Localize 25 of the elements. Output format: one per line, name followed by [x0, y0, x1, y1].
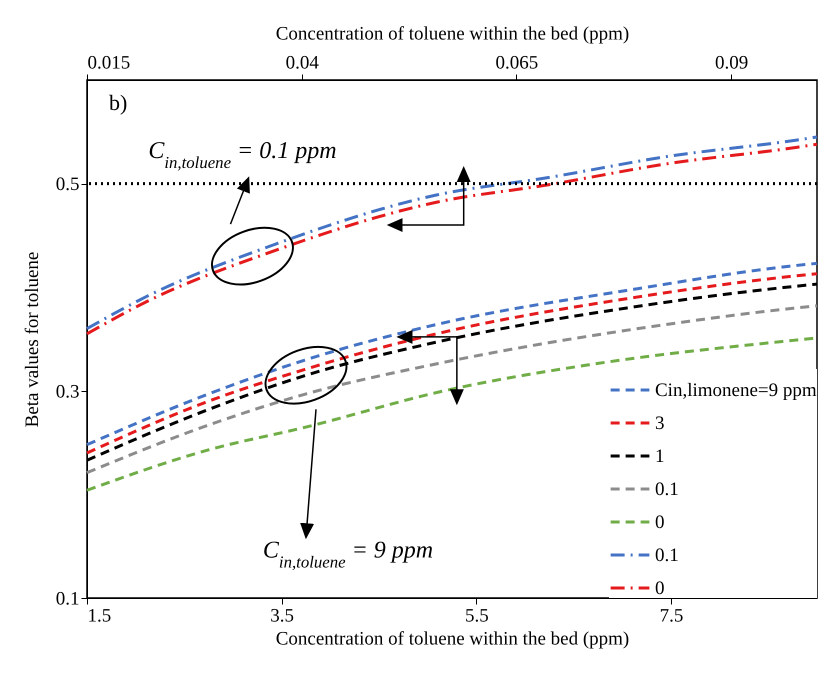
x-tick-label: 5.5 — [464, 606, 489, 626]
x-tick-label: 7.5 — [660, 606, 684, 626]
x-tick-label: 3.5 — [270, 606, 294, 626]
x2-tick-label: 0.09 — [714, 52, 748, 74]
annotation: b) — [109, 90, 128, 115]
y-axis-title: Beta values for toluene — [22, 252, 43, 428]
x-axis-title: Concentration of toluene within the bed (ppm) — [276, 628, 630, 650]
legend-label: 0 — [655, 512, 664, 533]
y-tick-label: 0.5 — [56, 174, 80, 196]
x2-tick-label: 0.065 — [496, 52, 538, 74]
x2-tick-label: 0.015 — [88, 52, 130, 74]
legend-label: 0 — [655, 578, 664, 599]
legend-label: 0.1 — [655, 479, 679, 500]
y-tick-label: 0.1 — [56, 588, 80, 610]
x-tick-label: 1.5 — [88, 606, 112, 626]
annotation: C$_{in,toluene}$ = 9 ppm — [262, 537, 434, 571]
line-series — [86, 304, 818, 474]
legend-label: 1 — [655, 446, 664, 467]
legend-label: 3 — [655, 413, 664, 434]
annotation: C$_{in,toluene}$ = 0.1 ppm — [148, 138, 337, 172]
legend-label: Cin,limonene=9 ppm — [655, 380, 817, 401]
x2-tick-label: 0.04 — [286, 52, 320, 74]
legend-label: 0.1 — [655, 545, 679, 566]
x2-axis-title: Concentration of toluene within the bed (ppm) — [276, 24, 630, 44]
y-tick-label: 0.3 — [56, 381, 80, 402]
